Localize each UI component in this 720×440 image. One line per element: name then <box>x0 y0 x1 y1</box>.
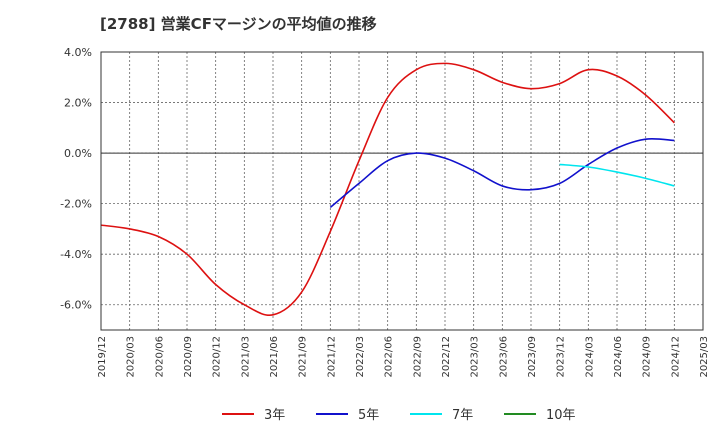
x-tick-label: 2021/06 <box>269 336 280 378</box>
legend-label: 3年 <box>264 408 285 423</box>
y-tick-label: 2.0% <box>64 97 92 110</box>
legend-label: 5年 <box>358 408 379 423</box>
x-tick-label: 2021/03 <box>240 336 251 378</box>
x-tick-label: 2021/12 <box>326 336 337 378</box>
axis-layer: 4.0% 2.0% 0.0% -2.0% -4.0% -6.0% 2019/12 2020/0… <box>60 46 710 378</box>
x-tick-label: 2024/12 <box>670 336 681 378</box>
x-tick-label: 2024/03 <box>584 336 595 378</box>
legend: 3年 5年 7年 10年 <box>222 408 576 423</box>
x-tick-label: 2020/12 <box>212 336 223 378</box>
x-tick-label: 2023/12 <box>556 336 567 378</box>
legend-label: 7年 <box>452 408 473 423</box>
x-tick-label: 2020/03 <box>126 336 137 378</box>
x-tick-label: 2025/03 <box>699 336 710 378</box>
x-tick-label: 2021/09 <box>298 336 309 378</box>
series-line-3年 <box>100 62 675 317</box>
x-tick-label: 2022/06 <box>384 336 395 378</box>
x-tick-label: 2022/09 <box>412 336 423 378</box>
x-tick-label: 2022/03 <box>355 336 366 378</box>
grid-layer <box>100 51 704 330</box>
plot-area <box>101 52 703 330</box>
x-tick-label: 2023/06 <box>498 336 509 378</box>
y-tick-label: -2.0% <box>60 198 92 211</box>
x-tick-label: 2024/06 <box>613 336 624 378</box>
y-tick-label: -4.0% <box>60 248 92 261</box>
chart-title: [2788] 営業CFマージンの平均値の推移 <box>100 15 377 33</box>
x-tick-label: 2019/12 <box>97 336 108 378</box>
x-tick-label: 2024/09 <box>642 336 653 378</box>
x-tick-label: 2020/06 <box>154 336 165 378</box>
series-line-5年 <box>329 138 675 209</box>
x-tick-label: 2023/03 <box>470 336 481 378</box>
series-layer <box>100 62 675 317</box>
x-tick-label: 2022/12 <box>441 336 452 378</box>
legend-label: 10年 <box>546 408 576 423</box>
series-line-7年 <box>559 163 675 187</box>
plot-border <box>100 51 704 331</box>
y-tick-label: 0.0% <box>64 147 92 160</box>
x-tick-label: 2020/09 <box>183 336 194 378</box>
y-tick-label: -6.0% <box>60 299 92 312</box>
y-tick-label: 4.0% <box>64 46 92 59</box>
x-tick-label: 2023/09 <box>527 336 538 378</box>
